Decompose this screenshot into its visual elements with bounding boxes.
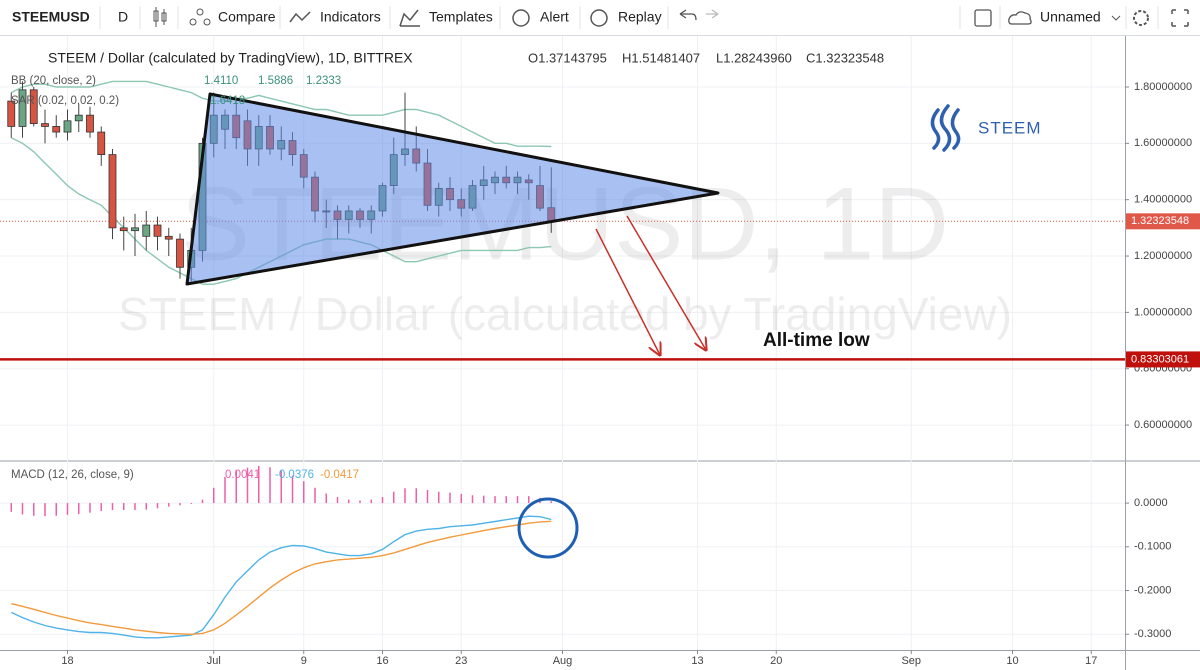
- last-price-tag: [1126, 213, 1200, 230]
- indicator-value: 1.6418: [210, 95, 245, 107]
- legend-low: L1.28243960: [716, 50, 792, 65]
- macd-value: -0.0376: [275, 469, 314, 481]
- candle-body: [131, 227, 139, 232]
- watermark-description: STEEM / Dollar (calculated by TradingVie…: [118, 288, 1012, 340]
- layout-menu[interactable]: [1111, 15, 1121, 21]
- candle-body: [108, 154, 117, 229]
- fullscreen-button[interactable]: [1171, 9, 1189, 27]
- macd-value: -0.0417: [320, 469, 359, 481]
- x-tick-label: 23: [455, 655, 467, 667]
- alert-icon[interactable]: [512, 9, 530, 27]
- layout-name[interactable]: Unnamed: [1040, 9, 1101, 25]
- y-tick-label: 1.40000000: [1134, 194, 1192, 206]
- x-tick-label: Jul: [207, 655, 221, 667]
- indicator-name: BB (20, close, 2): [11, 75, 96, 87]
- chart-style-icon[interactable]: [153, 7, 167, 27]
- macd-value: 0.0041: [225, 469, 260, 481]
- y-tick-label: 1.60000000: [1134, 137, 1192, 149]
- legend: STEEM / Dollar (calculated by TradingVie…: [11, 50, 884, 481]
- toolbar-bg: [0, 0, 1200, 35]
- y-tick-label: 1.00000000: [1134, 306, 1192, 318]
- x-tick-label: 20: [770, 655, 782, 667]
- circle-drawing[interactable]: [517, 497, 579, 559]
- x-tick-label: 18: [61, 655, 73, 667]
- candle-body: [97, 131, 106, 156]
- x-tick-label: 17: [1085, 655, 1097, 667]
- logo-text: STEEM: [978, 118, 1042, 137]
- line-series: [11, 515, 552, 639]
- annotation: All-time low: [763, 330, 870, 351]
- candle-body: [41, 123, 49, 127]
- symbol[interactable]: STEEMUSD: [12, 9, 90, 25]
- candle-body: [29, 89, 38, 125]
- hline-label: 0.83303061: [1131, 353, 1189, 365]
- y-tick-label: -0.1000: [1134, 541, 1171, 553]
- undo-button[interactable]: [679, 9, 697, 21]
- macd-title: MACD (12, 26, close, 9): [11, 469, 134, 481]
- axes: 0.600000000.800000001.000000001.20000000…: [61, 81, 1200, 667]
- indicator-name: SAR (0.02, 0.02, 0.2): [11, 95, 119, 107]
- last-price-label: 1.32323548: [1131, 215, 1189, 227]
- redo-button[interactable]: [706, 9, 719, 19]
- candle-body: [119, 227, 128, 232]
- replay-button[interactable]: Replay: [618, 9, 662, 25]
- x-tick-label: 10: [1006, 655, 1018, 667]
- y-tick-label: 1.20000000: [1134, 250, 1192, 262]
- candle-body: [164, 235, 173, 240]
- arrow-drawing[interactable]: [595, 228, 660, 355]
- y-tick-label: 1.80000000: [1134, 81, 1192, 93]
- steem-logo: [930, 104, 961, 152]
- candle-body: [142, 224, 151, 237]
- toolbar: STEEMUSD D Compare Indicators Templates …: [0, 0, 1200, 36]
- main-pane: STEEMUSD, 1D STEEM / Dollar (calculated …: [0, 80, 1125, 361]
- indicator-value: 1.5886: [258, 75, 293, 87]
- templates-icon[interactable]: [399, 9, 420, 27]
- legend-high: H1.51481407: [622, 50, 700, 65]
- triangle-drawing[interactable]: [185, 92, 720, 286]
- alert-button[interactable]: Alert: [540, 9, 569, 25]
- x-tick-label: 13: [691, 655, 703, 667]
- candle-body: [153, 224, 162, 237]
- macd-pane: [10, 465, 579, 639]
- y-tick-label: -0.2000: [1134, 584, 1171, 596]
- interval[interactable]: D: [118, 9, 128, 25]
- macd-series: [10, 465, 552, 639]
- legend-close: C1.32323548: [806, 50, 884, 65]
- x-tick-label: Aug: [553, 655, 573, 667]
- templates-button[interactable]: Templates: [429, 9, 493, 25]
- legend-title: STEEM / Dollar (calculated by TradingVie…: [48, 50, 413, 66]
- candle-body: [18, 89, 27, 127]
- indicators-button[interactable]: Indicators: [320, 9, 381, 25]
- candle-body: [74, 114, 83, 122]
- indicator-value: 1.4110: [204, 75, 238, 87]
- compare-icon[interactable]: [189, 8, 211, 26]
- x-tick-label: 16: [376, 655, 388, 667]
- line-series: [10, 80, 552, 148]
- y-tick-label: -0.3000: [1134, 628, 1171, 640]
- candle-body: [52, 126, 61, 133]
- replay-icon[interactable]: [590, 9, 608, 27]
- x-tick-label: Sep: [901, 655, 921, 667]
- candle-body: [63, 120, 72, 133]
- hline-tag: [1126, 351, 1200, 368]
- y-tick-label: 0.60000000: [1134, 419, 1192, 431]
- legend-open: O1.37143795: [528, 50, 607, 65]
- indicators-icon[interactable]: [289, 11, 311, 23]
- grid: [0, 36, 1125, 650]
- candle-body: [176, 238, 184, 268]
- settings-button[interactable]: [1133, 10, 1149, 26]
- line-series: [11, 520, 552, 636]
- candle-body: [7, 100, 16, 127]
- arrow-drawing[interactable]: [626, 215, 706, 350]
- cloud-icon[interactable]: [1008, 11, 1032, 25]
- y-tick-label: 0.0000: [1134, 497, 1168, 509]
- compare-button[interactable]: Compare: [218, 9, 276, 25]
- checkbox[interactable]: [974, 9, 992, 27]
- x-tick-label: 9: [301, 655, 307, 667]
- indicator-value: 1.2333: [306, 75, 341, 87]
- candle-body: [86, 114, 94, 133]
